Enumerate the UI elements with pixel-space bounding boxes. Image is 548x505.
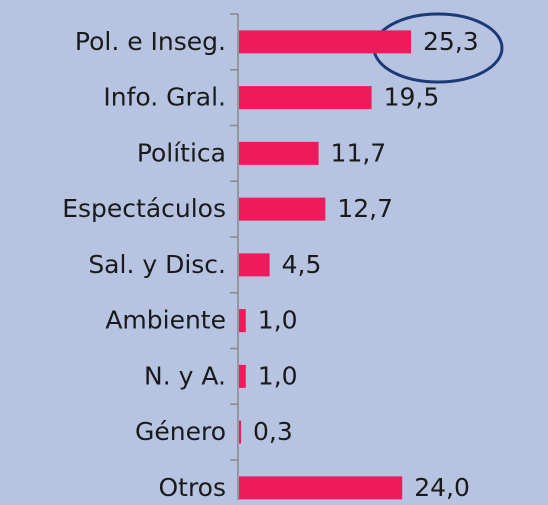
value-label: 1,0 (258, 306, 298, 335)
category-label: Info. Gral. (103, 83, 226, 112)
value-label: 0,3 (253, 417, 293, 446)
value-label: 24,0 (414, 473, 470, 502)
bar (239, 476, 403, 500)
bar (239, 253, 270, 277)
bar (239, 197, 326, 221)
bar (239, 364, 246, 388)
category-label: Sal. y Disc. (88, 250, 226, 279)
bar (239, 141, 319, 165)
value-label: 12,7 (337, 194, 393, 223)
category-label: N. y A. (144, 361, 226, 390)
value-label: 4,5 (282, 250, 322, 279)
category-label: Política (137, 138, 226, 167)
bar (239, 86, 372, 110)
category-label: Espectáculos (62, 194, 226, 223)
category-label: Ambiente (105, 306, 226, 335)
category-label: Género (135, 417, 226, 446)
value-label: 19,5 (384, 83, 440, 112)
bar (239, 30, 412, 54)
bar (239, 309, 246, 333)
bar (239, 420, 242, 444)
value-label: 1,0 (258, 361, 298, 390)
category-label: Pol. e Inseg. (75, 27, 226, 56)
value-label: 25,3 (423, 27, 479, 56)
category-label: Otros (158, 473, 226, 502)
value-label: 11,7 (331, 138, 387, 167)
